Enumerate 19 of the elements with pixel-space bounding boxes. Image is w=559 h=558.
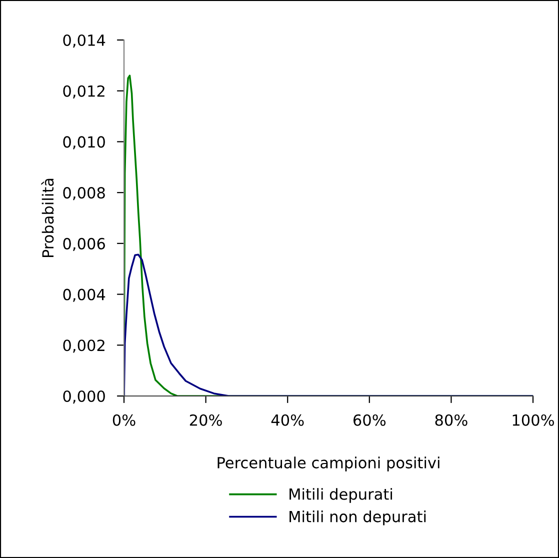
y-tick-label: 0,002	[63, 340, 104, 353]
x-tick-label: 20%	[190, 414, 222, 426]
legend-label: Mitili non depurati	[290, 510, 426, 526]
x-tick-label: 100%	[512, 414, 554, 426]
y-tick-label: 0,006	[63, 238, 105, 252]
y-tick-label: 0,000	[63, 390, 105, 404]
y-tick-label: 0,008	[63, 187, 105, 200]
x-axis-title: Percentuale campioni positivi	[218, 456, 440, 472]
y-tick-label: 0,004	[63, 288, 106, 302]
x-tick-label: 40%	[271, 414, 304, 426]
line-series	[124, 254, 533, 396]
legend-label: Mitili depurati	[290, 488, 392, 503]
y-tick-label: 0,010	[63, 136, 105, 150]
y-tick-label: 0,012	[63, 85, 104, 98]
x-tick-label: 60%	[353, 414, 386, 426]
y-tick-label: 0,014	[63, 34, 106, 48]
x-tick-label: 0%	[112, 414, 136, 426]
x-tick-label: 80%	[435, 414, 468, 426]
y-axis-title: Probabilità	[41, 178, 54, 258]
